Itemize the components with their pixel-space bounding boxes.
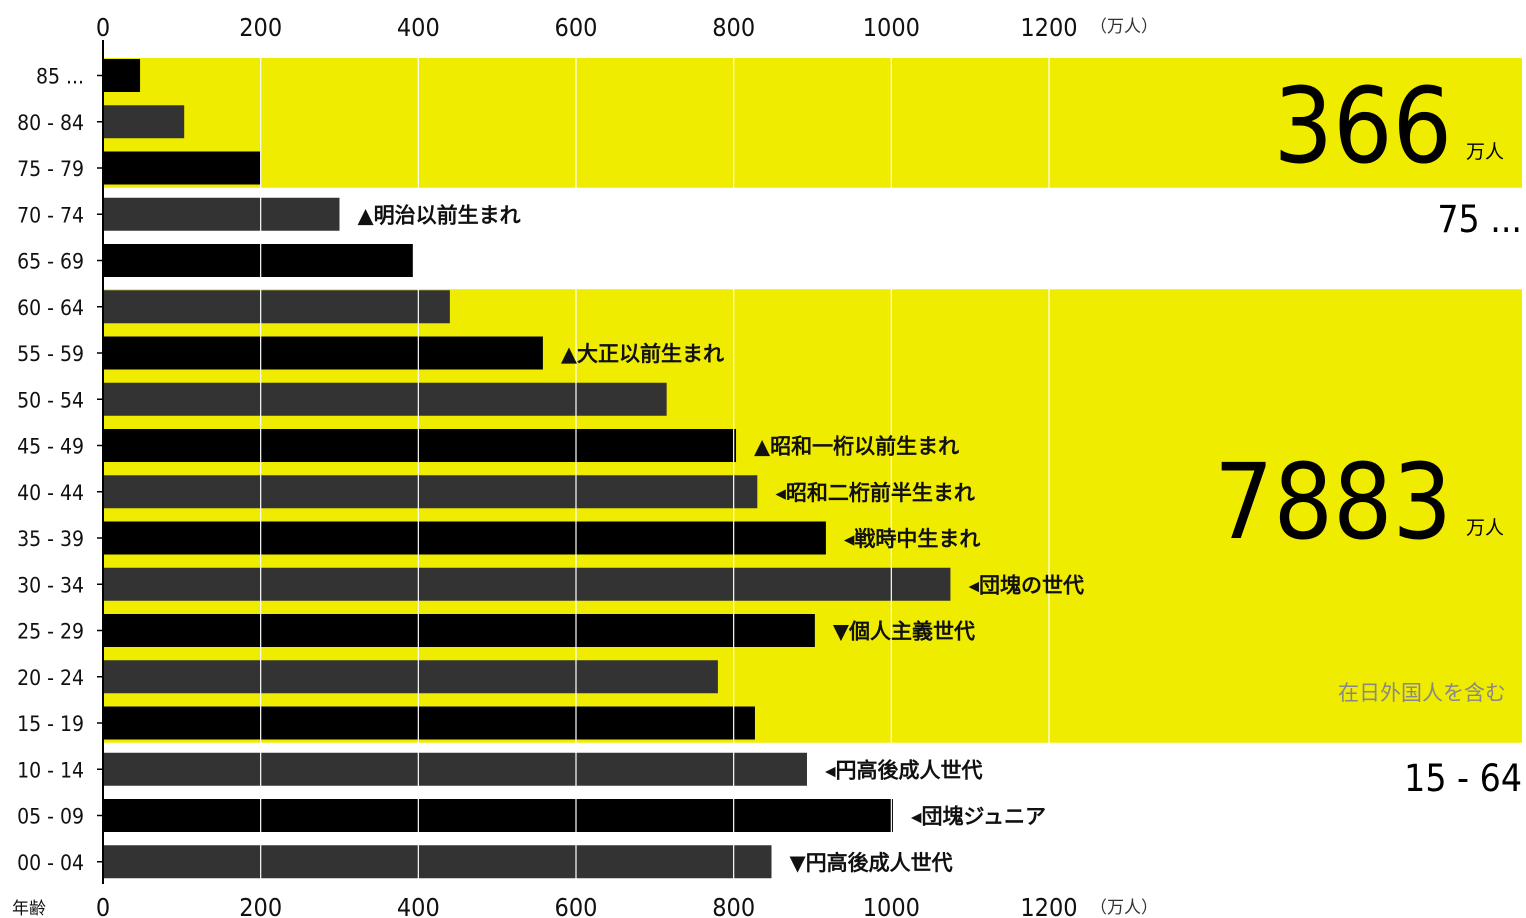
x-tick-label-bottom: 0	[96, 893, 110, 918]
x-tick-label-bottom: 400	[397, 893, 440, 918]
x-tick-label-bottom: 1200	[1020, 893, 1077, 918]
bar	[103, 567, 951, 601]
category-label: 45 - 49	[17, 435, 84, 459]
bar	[103, 799, 893, 832]
band-caption: 15 - 64	[1404, 757, 1522, 800]
x-tick-label-bottom: 200	[239, 893, 282, 918]
bar	[103, 752, 807, 786]
bar	[103, 475, 758, 509]
bar	[103, 290, 450, 324]
category-label: 80 - 84	[17, 111, 84, 135]
x-tick-label-bottom: 1000	[863, 893, 920, 918]
bar	[103, 614, 815, 647]
label-layer: 366 万人 75 ... 7883 万人 15 - 64 在日外国人を含む 85 ... 80…	[12, 13, 1522, 918]
category-label: 85 ...	[36, 65, 84, 89]
bar	[103, 521, 826, 555]
category-label: 00 - 04	[17, 851, 84, 875]
bar-annotation: ◂円高後成人世代	[825, 758, 983, 782]
bar	[103, 660, 718, 694]
x-tick-label-top: 0	[96, 13, 110, 42]
x-tick-label-top: 800	[712, 13, 755, 42]
category-label: 50 - 54	[17, 388, 84, 412]
bar	[103, 59, 141, 92]
bar-annotation: ▼個人主義世代	[833, 620, 975, 644]
bar-annotation: ◂団塊の世代	[968, 573, 1084, 597]
band-total-unit: 万人	[1466, 141, 1504, 163]
category-label: 30 - 34	[17, 573, 84, 597]
bar	[103, 382, 667, 416]
axis-layer	[97, 40, 104, 884]
bar-annotation: ▲昭和一桁以前生まれ	[754, 435, 959, 459]
bar	[103, 105, 185, 139]
bar	[103, 244, 413, 277]
bar-layer	[103, 59, 951, 879]
x-tick-label-top: 400	[397, 13, 440, 42]
x-unit-label-top: （万人）	[1090, 17, 1158, 37]
y-axis-title: 年齢	[12, 899, 46, 918]
band-note: 在日外国人を含む	[1338, 681, 1506, 705]
x-tick-label-top: 200	[239, 13, 282, 42]
x-tick-label-bottom: 800	[712, 893, 755, 918]
category-label: 65 - 69	[17, 250, 84, 274]
category-label: 60 - 64	[17, 296, 84, 320]
bar	[103, 845, 772, 879]
bar	[103, 429, 737, 462]
bar-annotation: ▼円高後成人世代	[790, 851, 953, 875]
category-label: 25 - 29	[17, 620, 84, 644]
bar	[103, 336, 543, 370]
bar	[103, 706, 755, 740]
grid-layer	[260, 58, 1050, 882]
category-label: 10 - 14	[17, 758, 84, 782]
x-tick-label-bottom: 600	[555, 893, 598, 918]
band-total-value: 366	[1273, 65, 1452, 187]
bar-annotation: ▲明治以前生まれ	[358, 203, 521, 227]
bar-annotation: ◂戦時中生まれ	[844, 527, 981, 551]
x-tick-label-top: 1200	[1020, 13, 1077, 42]
bar	[103, 197, 340, 231]
band-caption: 75 ...	[1437, 198, 1522, 241]
x-unit-label-bottom: （万人）	[1090, 898, 1158, 918]
bar-annotation: ▲大正以前生まれ	[561, 342, 724, 366]
category-label: 15 - 19	[17, 712, 84, 736]
category-label: 35 - 39	[17, 527, 84, 551]
category-label: 05 - 09	[17, 805, 84, 829]
category-label: 20 - 24	[17, 666, 84, 690]
category-label: 70 - 74	[17, 203, 84, 227]
category-label: 40 - 44	[17, 481, 84, 505]
highlight-band	[103, 58, 1522, 188]
band-total-value: 7883	[1214, 441, 1452, 563]
band-total-unit: 万人	[1466, 517, 1504, 539]
x-tick-label-top: 1000	[863, 13, 920, 42]
category-label: 55 - 59	[17, 342, 84, 366]
category-label: 75 - 79	[17, 157, 84, 181]
bar-annotation: ◂昭和二桁前半生まれ	[775, 481, 975, 505]
bar-annotation: ◂団塊ジュニア	[911, 805, 1046, 829]
x-tick-label-top: 600	[555, 13, 598, 42]
bar	[103, 151, 261, 185]
